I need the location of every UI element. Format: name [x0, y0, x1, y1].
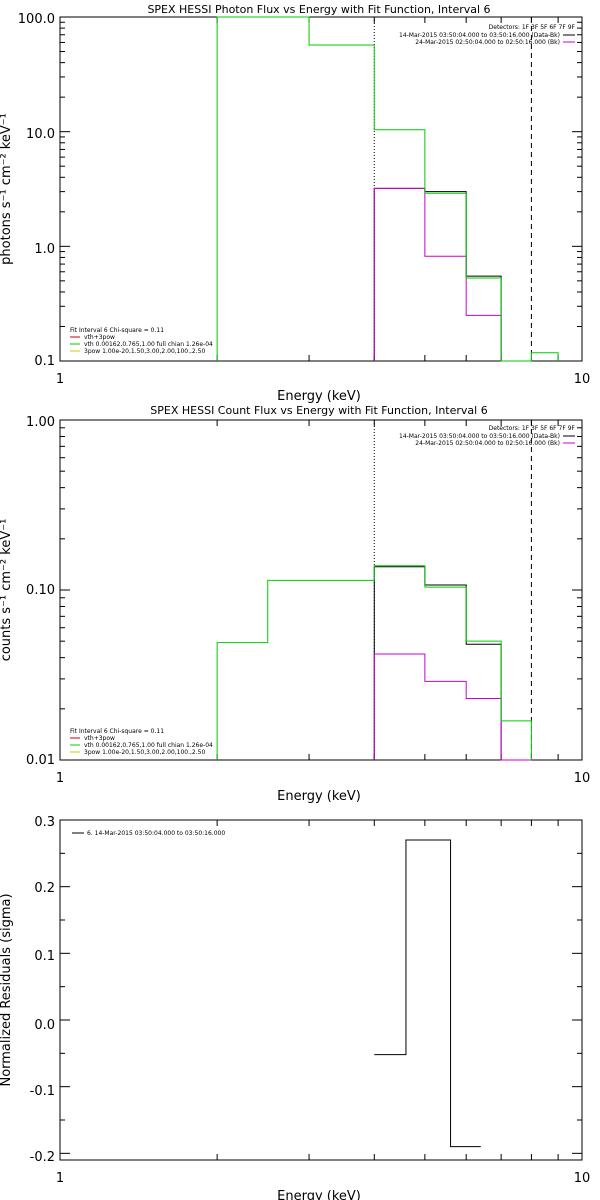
- plot-frame: [59, 419, 583, 761]
- legend-top: 6. 14-Mar-2015 03:50:04.000 to 03:50:16.…: [72, 830, 225, 837]
- y-axis-label: counts s⁻¹ cm⁻² keV⁻¹: [0, 519, 14, 662]
- x-axis-label: Energy (keV): [277, 1189, 361, 1200]
- legend-entry-data: 14-Mar-2015 03:50:04.000 to 03:50:16.000…: [399, 433, 560, 440]
- legend-bottom: Fit Interval 6 Chi-square = 0.11 vth+3po…: [70, 728, 213, 756]
- y-tick-label: 0.1: [34, 949, 55, 964]
- x-tick-label-max: 10: [574, 372, 591, 387]
- x-axis-label: Energy (keV): [277, 789, 361, 804]
- data-series: [374, 839, 481, 1148]
- series-step-line-0: [373, 187, 502, 361]
- y-axis-label: photons s⁻¹ cm⁻² keV⁻¹: [0, 113, 14, 265]
- axis-ticks: [60, 819, 582, 1160]
- series-step-line-2: [216, 16, 559, 362]
- x-tick-label-min: 1: [56, 372, 64, 387]
- fit-entry-vth: vth 0.00162,0.765,1.00 full chian 1.26e-…: [84, 341, 213, 348]
- y-tick-label: 0.1: [34, 354, 55, 369]
- vertical-markers: [373, 17, 532, 361]
- data-series: [216, 565, 532, 761]
- x-tick-label-max: 10: [574, 771, 591, 786]
- series-step-line-2: [216, 565, 532, 760]
- legend-bottom: Fit Interval 6 Chi-square = 0.11 vth+3po…: [70, 327, 213, 355]
- fit-entry-3pow: 3pow 1.00e-20,1.50,3.00,2.00,100.,2.50: [84, 749, 205, 756]
- fit-entry-total: vth+3pow: [84, 334, 115, 341]
- legend-entry-data: 14-Mar-2015 03:50:04.000 to 03:50:16.000…: [399, 32, 560, 39]
- legend-header: Detectors: 1F 3F 5F 6F 7F 9F: [489, 425, 576, 432]
- y-tick-label: 0.3: [34, 815, 55, 830]
- fit-header: Fit Interval 6 Chi-square = 0.11: [70, 327, 164, 334]
- y-tick-label: -0.1: [30, 1084, 55, 1099]
- axis-ticks: [60, 419, 582, 761]
- legend-entry-bk: 24-Mar-2015 02:50:04.000 to 02:50:16.000…: [415, 39, 560, 46]
- fit-entry-total: vth+3pow: [84, 735, 115, 742]
- series-step-line-0: [374, 839, 481, 1148]
- y-axis-label: Normalized Residuals (sigma): [0, 893, 14, 1086]
- y-tick-label: -0.2: [30, 1150, 55, 1165]
- y-tick-label: 1.00: [26, 415, 55, 430]
- y-tick-label: 0.0: [34, 1018, 55, 1033]
- panel-title: SPEX HESSI Count Flux vs Energy with Fit…: [150, 404, 487, 417]
- vertical-markers: [373, 420, 532, 760]
- plot-frame: [59, 819, 583, 1161]
- axis-ticks: [60, 16, 582, 362]
- x-tick-label-min: 1: [56, 771, 64, 786]
- y-tick-label: 100.0: [18, 12, 55, 27]
- photon-flux-panel: SPEX HESSI Photon Flux vs Energy with Fi…: [0, 3, 590, 404]
- x-tick-label-min: 1: [56, 1171, 64, 1186]
- panel-title: SPEX HESSI Photon Flux vs Energy with Fi…: [147, 3, 490, 16]
- data-series: [216, 16, 559, 362]
- fit-entry-vth: vth 0.00162,0.765,1.00 full chian 1.26e-…: [84, 742, 213, 749]
- legend-top: Detectors: 1F 3F 5F 6F 7F 9F 14-Mar-2015…: [399, 425, 576, 447]
- count-flux-panel: SPEX HESSI Count Flux vs Energy with Fit…: [0, 404, 590, 804]
- fit-entry-3pow: 3pow 1.00e-20,1.50,3.00,2.00,100.,2.50: [84, 348, 205, 355]
- plot-frame: [59, 16, 583, 362]
- fit-header: Fit Interval 6 Chi-square = 0.11: [70, 728, 164, 735]
- legend-header: Detectors: 1F 3F 5F 6F 7F 9F: [489, 24, 576, 31]
- y-tick-label: 0.10: [26, 583, 55, 598]
- legend-entry-bk: 24-Mar-2015 02:50:04.000 to 02:50:16.000…: [415, 440, 560, 447]
- x-tick-label-max: 10: [574, 1171, 591, 1186]
- legend-entry: 6. 14-Mar-2015 03:50:04.000 to 03:50:16.…: [87, 830, 225, 837]
- y-tick-label: 1.0: [34, 242, 55, 257]
- series-step-line-1: [373, 187, 532, 362]
- y-tick-label: 0.2: [34, 881, 55, 896]
- series-step-line-0: [373, 566, 502, 760]
- y-tick-label: 0.01: [26, 753, 55, 768]
- x-axis-label: Energy (keV): [277, 389, 361, 404]
- series-step-line-1: [373, 653, 532, 761]
- y-tick-label: 10.0: [26, 127, 55, 142]
- residuals-panel: 1 10 Energy (keV) Normalized Residuals (…: [0, 815, 590, 1200]
- legend-top: Detectors: 1F 3F 5F 6F 7F 9F 14-Mar-2015…: [399, 24, 576, 46]
